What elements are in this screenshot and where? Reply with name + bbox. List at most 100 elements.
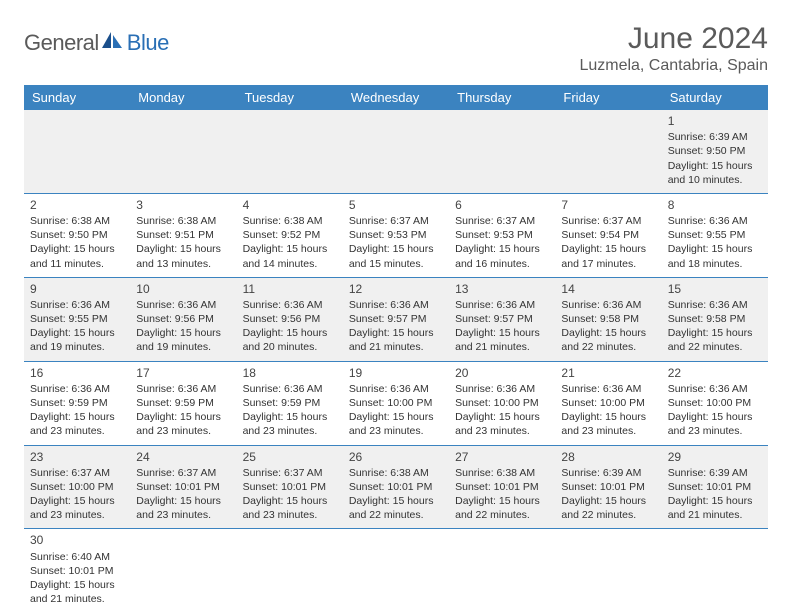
daylight-text: and 21 minutes. [30, 592, 124, 606]
calendar-row: 23Sunrise: 6:37 AMSunset: 10:00 PMDaylig… [24, 445, 768, 529]
day-cell: 28Sunrise: 6:39 AMSunset: 10:01 PMDaylig… [555, 445, 661, 529]
calendar-row: 16Sunrise: 6:36 AMSunset: 9:59 PMDayligh… [24, 361, 768, 445]
daylight-text: and 11 minutes. [30, 257, 124, 271]
daylight-text: and 17 minutes. [561, 257, 655, 271]
sunrise-text: Sunrise: 6:37 AM [561, 214, 655, 228]
daylight-text: Daylight: 15 hours [243, 326, 337, 340]
empty-cell [449, 529, 555, 612]
day-number: 17 [136, 365, 230, 381]
day-cell: 1 Sunrise: 6:39 AM Sunset: 9:50 PM Dayli… [662, 110, 768, 193]
daylight-text: and 10 minutes. [668, 173, 762, 187]
location: Luzmela, Cantabria, Spain [579, 57, 768, 75]
daylight-text: Daylight: 15 hours [136, 242, 230, 256]
day-number: 8 [668, 197, 762, 213]
day-cell: 24Sunrise: 6:37 AMSunset: 10:01 PMDaylig… [130, 445, 236, 529]
sunset-text: Sunset: 9:57 PM [455, 312, 549, 326]
daylight-text: Daylight: 15 hours [455, 410, 549, 424]
sunset-text: Sunset: 10:00 PM [349, 396, 443, 410]
daylight-text: Daylight: 15 hours [30, 494, 124, 508]
day-number: 22 [668, 365, 762, 381]
day-number: 16 [30, 365, 124, 381]
day-cell: 16Sunrise: 6:36 AMSunset: 9:59 PMDayligh… [24, 361, 130, 445]
daylight-text: Daylight: 15 hours [30, 410, 124, 424]
daylight-text: Daylight: 15 hours [30, 578, 124, 592]
sunrise-text: Sunrise: 6:36 AM [243, 382, 337, 396]
sunset-text: Sunset: 9:51 PM [136, 228, 230, 242]
day-number: 6 [455, 197, 549, 213]
sunset-text: Sunset: 10:01 PM [455, 480, 549, 494]
day-number: 15 [668, 281, 762, 297]
daylight-text: and 23 minutes. [349, 424, 443, 438]
sunset-text: Sunset: 9:55 PM [30, 312, 124, 326]
sunrise-text: Sunrise: 6:36 AM [30, 298, 124, 312]
sunrise-text: Sunrise: 6:37 AM [136, 466, 230, 480]
sunrise-text: Sunrise: 6:37 AM [349, 214, 443, 228]
daylight-text: and 23 minutes. [455, 424, 549, 438]
empty-cell [130, 110, 236, 193]
daylight-text: and 22 minutes. [561, 508, 655, 522]
sunrise-text: Sunrise: 6:38 AM [136, 214, 230, 228]
daylight-text: Daylight: 15 hours [668, 159, 762, 173]
daylight-text: Daylight: 15 hours [349, 242, 443, 256]
sunrise-text: Sunrise: 6:37 AM [455, 214, 549, 228]
sunset-text: Sunset: 9:59 PM [136, 396, 230, 410]
day-number: 21 [561, 365, 655, 381]
sunset-text: Sunset: 9:59 PM [30, 396, 124, 410]
day-cell: 27Sunrise: 6:38 AMSunset: 10:01 PMDaylig… [449, 445, 555, 529]
day-number: 26 [349, 449, 443, 465]
day-number: 18 [243, 365, 337, 381]
day-cell: 21Sunrise: 6:36 AMSunset: 10:00 PMDaylig… [555, 361, 661, 445]
daylight-text: Daylight: 15 hours [136, 326, 230, 340]
day-number: 23 [30, 449, 124, 465]
day-cell: 10Sunrise: 6:36 AMSunset: 9:56 PMDayligh… [130, 277, 236, 361]
day-number: 28 [561, 449, 655, 465]
day-cell: 9Sunrise: 6:36 AMSunset: 9:55 PMDaylight… [24, 277, 130, 361]
day-cell: 4Sunrise: 6:38 AMSunset: 9:52 PMDaylight… [237, 193, 343, 277]
sunset-text: Sunset: 10:01 PM [30, 564, 124, 578]
daylight-text: and 23 minutes. [136, 424, 230, 438]
sunrise-text: Sunrise: 6:39 AM [668, 466, 762, 480]
sunrise-text: Sunrise: 6:36 AM [455, 298, 549, 312]
daylight-text: Daylight: 15 hours [668, 410, 762, 424]
daylight-text: and 13 minutes. [136, 257, 230, 271]
empty-cell [449, 110, 555, 193]
day-cell: 19Sunrise: 6:36 AMSunset: 10:00 PMDaylig… [343, 361, 449, 445]
sunrise-text: Sunrise: 6:38 AM [30, 214, 124, 228]
day-number: 7 [561, 197, 655, 213]
daylight-text: Daylight: 15 hours [561, 326, 655, 340]
sunset-text: Sunset: 10:00 PM [30, 480, 124, 494]
daylight-text: and 16 minutes. [455, 257, 549, 271]
daylight-text: Daylight: 15 hours [668, 494, 762, 508]
day-cell: 15Sunrise: 6:36 AMSunset: 9:58 PMDayligh… [662, 277, 768, 361]
day-number: 1 [668, 113, 762, 129]
day-number: 20 [455, 365, 549, 381]
weekday-header: Sunday [24, 85, 130, 110]
daylight-text: Daylight: 15 hours [455, 326, 549, 340]
empty-cell [555, 110, 661, 193]
day-cell: 5Sunrise: 6:37 AMSunset: 9:53 PMDaylight… [343, 193, 449, 277]
daylight-text: and 14 minutes. [243, 257, 337, 271]
daylight-text: Daylight: 15 hours [349, 410, 443, 424]
day-cell: 7Sunrise: 6:37 AMSunset: 9:54 PMDaylight… [555, 193, 661, 277]
weekday-header: Thursday [449, 85, 555, 110]
daylight-text: and 21 minutes. [668, 508, 762, 522]
daylight-text: Daylight: 15 hours [668, 242, 762, 256]
sunset-text: Sunset: 10:01 PM [243, 480, 337, 494]
sunrise-text: Sunrise: 6:38 AM [455, 466, 549, 480]
calendar-row: 2Sunrise: 6:38 AMSunset: 9:50 PMDaylight… [24, 193, 768, 277]
sunrise-text: Sunrise: 6:36 AM [243, 298, 337, 312]
calendar-row: 9Sunrise: 6:36 AMSunset: 9:55 PMDaylight… [24, 277, 768, 361]
sunrise-text: Sunrise: 6:38 AM [349, 466, 443, 480]
sunset-text: Sunset: 9:59 PM [243, 396, 337, 410]
day-cell: 2Sunrise: 6:38 AMSunset: 9:50 PMDaylight… [24, 193, 130, 277]
daylight-text: Daylight: 15 hours [455, 494, 549, 508]
header: General Blue June 2024 Luzmela, Cantabri… [24, 22, 768, 75]
sunset-text: Sunset: 9:58 PM [668, 312, 762, 326]
daylight-text: and 23 minutes. [30, 508, 124, 522]
sunset-text: Sunset: 9:50 PM [30, 228, 124, 242]
daylight-text: and 22 minutes. [349, 508, 443, 522]
day-number: 9 [30, 281, 124, 297]
daylight-text: and 22 minutes. [668, 340, 762, 354]
sunrise-text: Sunrise: 6:36 AM [668, 298, 762, 312]
day-cell: 18Sunrise: 6:36 AMSunset: 9:59 PMDayligh… [237, 361, 343, 445]
